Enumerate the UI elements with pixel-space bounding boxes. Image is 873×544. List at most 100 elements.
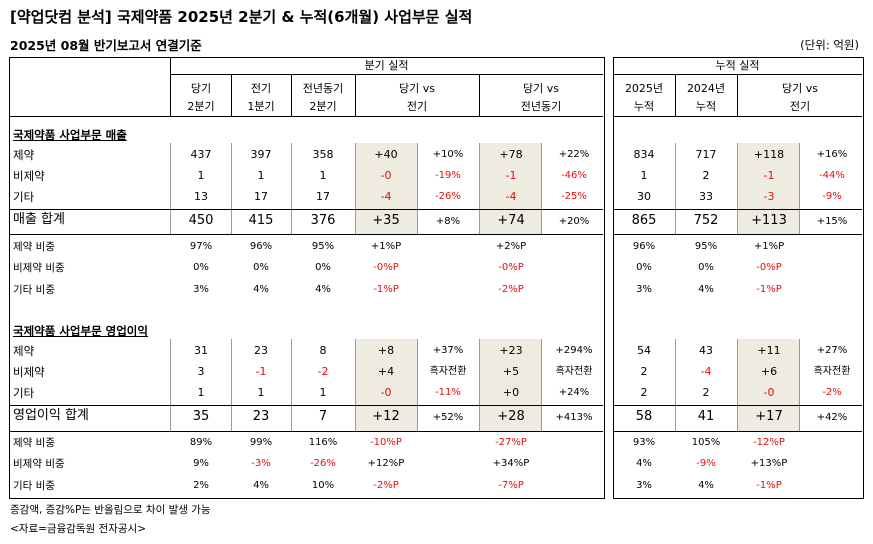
- ratio-d3: -1%P: [756, 480, 782, 491]
- cell-p3: -9%: [822, 191, 842, 202]
- cell-p2: +24%: [558, 387, 590, 398]
- cell-cur: 1: [197, 169, 205, 182]
- column-header-vs-yoy: 당기 vs: [523, 82, 559, 95]
- total-border: [9, 234, 603, 235]
- total-p2: +413%: [555, 412, 593, 423]
- total-yoy: 7: [318, 409, 328, 424]
- total-p1: +52%: [432, 412, 464, 423]
- ratio-d2: -2%P: [498, 284, 524, 295]
- cell-prev: 17: [254, 190, 268, 203]
- ratio-c24: 105%: [691, 437, 721, 448]
- column-divider: [291, 339, 292, 431]
- total-d2: +74: [497, 213, 525, 228]
- total-label: 매출 합계: [13, 212, 65, 227]
- total-p3: +15%: [816, 216, 848, 227]
- ratio-d1: -0%P: [373, 262, 399, 273]
- total-d3: +17: [755, 409, 783, 424]
- group-divider: [170, 74, 603, 75]
- column-header-vs-yoy: 전년동기: [520, 100, 562, 113]
- total-label: 영업이익 합계: [13, 408, 89, 423]
- column-divider: [355, 74, 356, 117]
- footnote-rounding: 증감액, 증감%P는 반올림으로 차이 발생 가능: [10, 504, 211, 516]
- total-border: [613, 234, 862, 235]
- delta-highlight: [479, 339, 541, 431]
- cell-p3: 흑자전환: [813, 366, 851, 377]
- ratio-d1: +12%P: [367, 458, 405, 469]
- cell-p2: +294%: [555, 345, 593, 356]
- ratio-c25: 4%: [636, 458, 652, 469]
- cell-c24: 717: [695, 148, 717, 161]
- cell-prev: 23: [254, 344, 268, 357]
- total-yoy: 376: [310, 213, 336, 228]
- ratio-c24: 95%: [694, 241, 718, 252]
- total-c24: 752: [693, 213, 719, 228]
- cell-p3: +27%: [816, 345, 848, 356]
- column-divider: [541, 339, 542, 431]
- row-label: 비제약: [13, 365, 45, 379]
- ratio-cur: 9%: [193, 458, 209, 469]
- ratio-d3: -12%P: [753, 437, 785, 448]
- cell-p1: -11%: [435, 387, 461, 398]
- total-c24: 41: [697, 409, 715, 424]
- cell-p3: -2%: [822, 387, 842, 398]
- cell-prev: 397: [250, 148, 272, 161]
- ratio-c24: 4%: [698, 284, 714, 295]
- cell-prev: 1: [257, 169, 265, 182]
- total-border: [9, 431, 603, 432]
- column-divider: [291, 143, 292, 234]
- footnote-source: <자료=금융감독원 전자공시>: [10, 523, 146, 535]
- column-divider: [479, 339, 480, 431]
- ratio-prev: 0%: [253, 262, 269, 273]
- cell-c24: -4: [700, 365, 712, 378]
- cell-p2: -25%: [561, 191, 587, 202]
- ratio-label: 비제약 비중: [13, 458, 65, 470]
- cell-prev: 1: [257, 386, 265, 399]
- cell-d1: -0: [380, 386, 392, 399]
- total-d2: +28: [497, 409, 525, 424]
- delta-highlight: [479, 143, 541, 234]
- total-border: [613, 209, 862, 210]
- cell-p3: +16%: [816, 149, 848, 160]
- cell-d2: +0: [502, 386, 520, 399]
- ratio-label: 제약 비중: [13, 437, 55, 449]
- ratio-prev: 4%: [253, 284, 269, 295]
- cell-c24: 33: [699, 190, 713, 203]
- page-title: [약업닷컴 분석] 국제약품 2025년 2분기 & 누적(6개월) 사업부문 …: [10, 8, 473, 26]
- ratio-c24: 4%: [698, 480, 714, 491]
- ratio-prev: 96%: [249, 241, 273, 252]
- column-divider: [737, 339, 738, 431]
- ratio-c25: 96%: [632, 241, 656, 252]
- column-header-prev: 전기: [250, 82, 272, 95]
- column-divider: [675, 339, 676, 431]
- group-header-cumulative: 누적 실적: [715, 59, 760, 72]
- quarter-table-frame: [9, 57, 605, 499]
- ratio-cur: 2%: [193, 480, 209, 491]
- column-divider: [479, 74, 480, 117]
- row-label: 기타: [13, 386, 35, 400]
- cell-c25: 834: [633, 148, 655, 161]
- column-header-cur: 당기: [190, 82, 212, 95]
- total-p1: +8%: [435, 216, 461, 227]
- total-c25: 865: [631, 213, 657, 228]
- cell-p2: 흑자전환: [555, 366, 593, 377]
- header-divider: [9, 116, 603, 117]
- column-divider: [170, 143, 171, 234]
- row-label: 제약: [13, 344, 35, 358]
- cell-yoy: 1: [319, 386, 327, 399]
- ratio-label: 기타 비중: [13, 284, 55, 296]
- column-header-yoy: 2분기: [309, 100, 337, 113]
- ratio-d1: -2%P: [373, 480, 399, 491]
- delta-highlight: [737, 339, 799, 431]
- ratio-d3: +1%P: [753, 241, 785, 252]
- total-p2: +20%: [558, 216, 590, 227]
- ratio-cur: 97%: [189, 241, 213, 252]
- column-header-cum25: 2025년: [624, 82, 664, 95]
- ratio-d2: -27%P: [495, 437, 527, 448]
- cell-c25: 1: [640, 169, 648, 182]
- cell-c25: 2: [640, 386, 648, 399]
- ratio-c25: 3%: [636, 284, 652, 295]
- column-divider: [170, 57, 171, 117]
- column-divider: [417, 143, 418, 234]
- cell-p1: +10%: [432, 149, 464, 160]
- ratio-yoy: -26%: [310, 458, 336, 469]
